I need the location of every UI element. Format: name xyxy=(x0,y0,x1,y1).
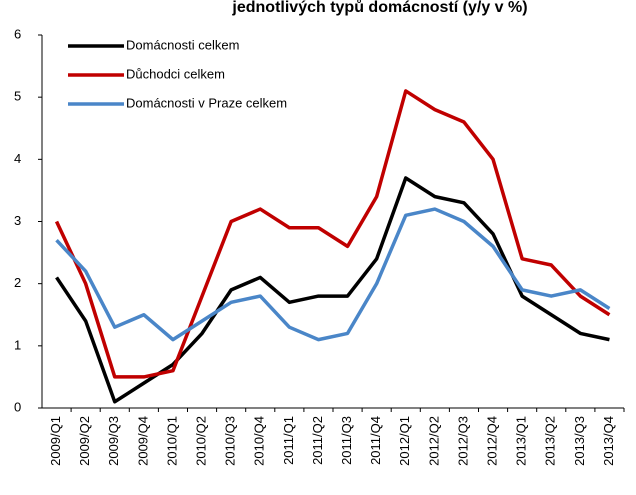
y-tick-label: 4 xyxy=(14,151,21,166)
y-tick-label: 1 xyxy=(14,337,21,352)
series-line xyxy=(54,89,611,379)
x-tick-label: 2013/Q3 xyxy=(572,416,587,466)
x-tick-label: 2011/Q3 xyxy=(339,416,354,465)
x-tick-label: 2013/Q4 xyxy=(601,416,616,466)
x-tick-label: 2010/Q2 xyxy=(193,416,208,466)
x-tick-label: 2010/Q4 xyxy=(252,416,267,466)
x-tick-label: 2013/Q2 xyxy=(543,416,558,466)
x-tick-label: 2010/Q1 xyxy=(164,416,179,466)
chart-title: jednotlivých typů domácností (y/y v %) xyxy=(231,0,527,16)
x-tick-label: 2012/Q3 xyxy=(455,416,470,466)
y-tick-label: 6 xyxy=(14,26,21,41)
x-tick-label: 2009/Q3 xyxy=(106,416,121,466)
x-tick-label: 2012/Q2 xyxy=(426,416,441,466)
y-tick-label: 3 xyxy=(14,213,21,228)
x-tick-label: 2010/Q3 xyxy=(223,416,238,466)
legend-label: Domácnosti v Praze celkem xyxy=(126,95,287,110)
x-tick-label: 2011/Q4 xyxy=(368,416,383,465)
x-tick-label: 2013/Q1 xyxy=(514,416,529,466)
x-tick-label: 2009/Q4 xyxy=(135,416,150,466)
y-tick-label: 2 xyxy=(14,275,21,290)
x-tick-label: 2011/Q1 xyxy=(281,416,296,465)
y-tick-label: 0 xyxy=(14,399,21,414)
x-tick-label: 2012/Q4 xyxy=(484,416,499,466)
y-tick-label: 5 xyxy=(14,89,21,104)
legend-label: Důchodci celkem xyxy=(126,66,225,81)
x-tick-label: 2009/Q1 xyxy=(48,416,63,466)
x-tick-label: 2012/Q1 xyxy=(397,416,412,466)
series-line xyxy=(55,207,611,342)
x-tick-label: 2011/Q2 xyxy=(310,416,325,465)
legend-label: Domácnosti celkem xyxy=(126,37,239,52)
x-tick-label: 2009/Q2 xyxy=(77,416,92,466)
